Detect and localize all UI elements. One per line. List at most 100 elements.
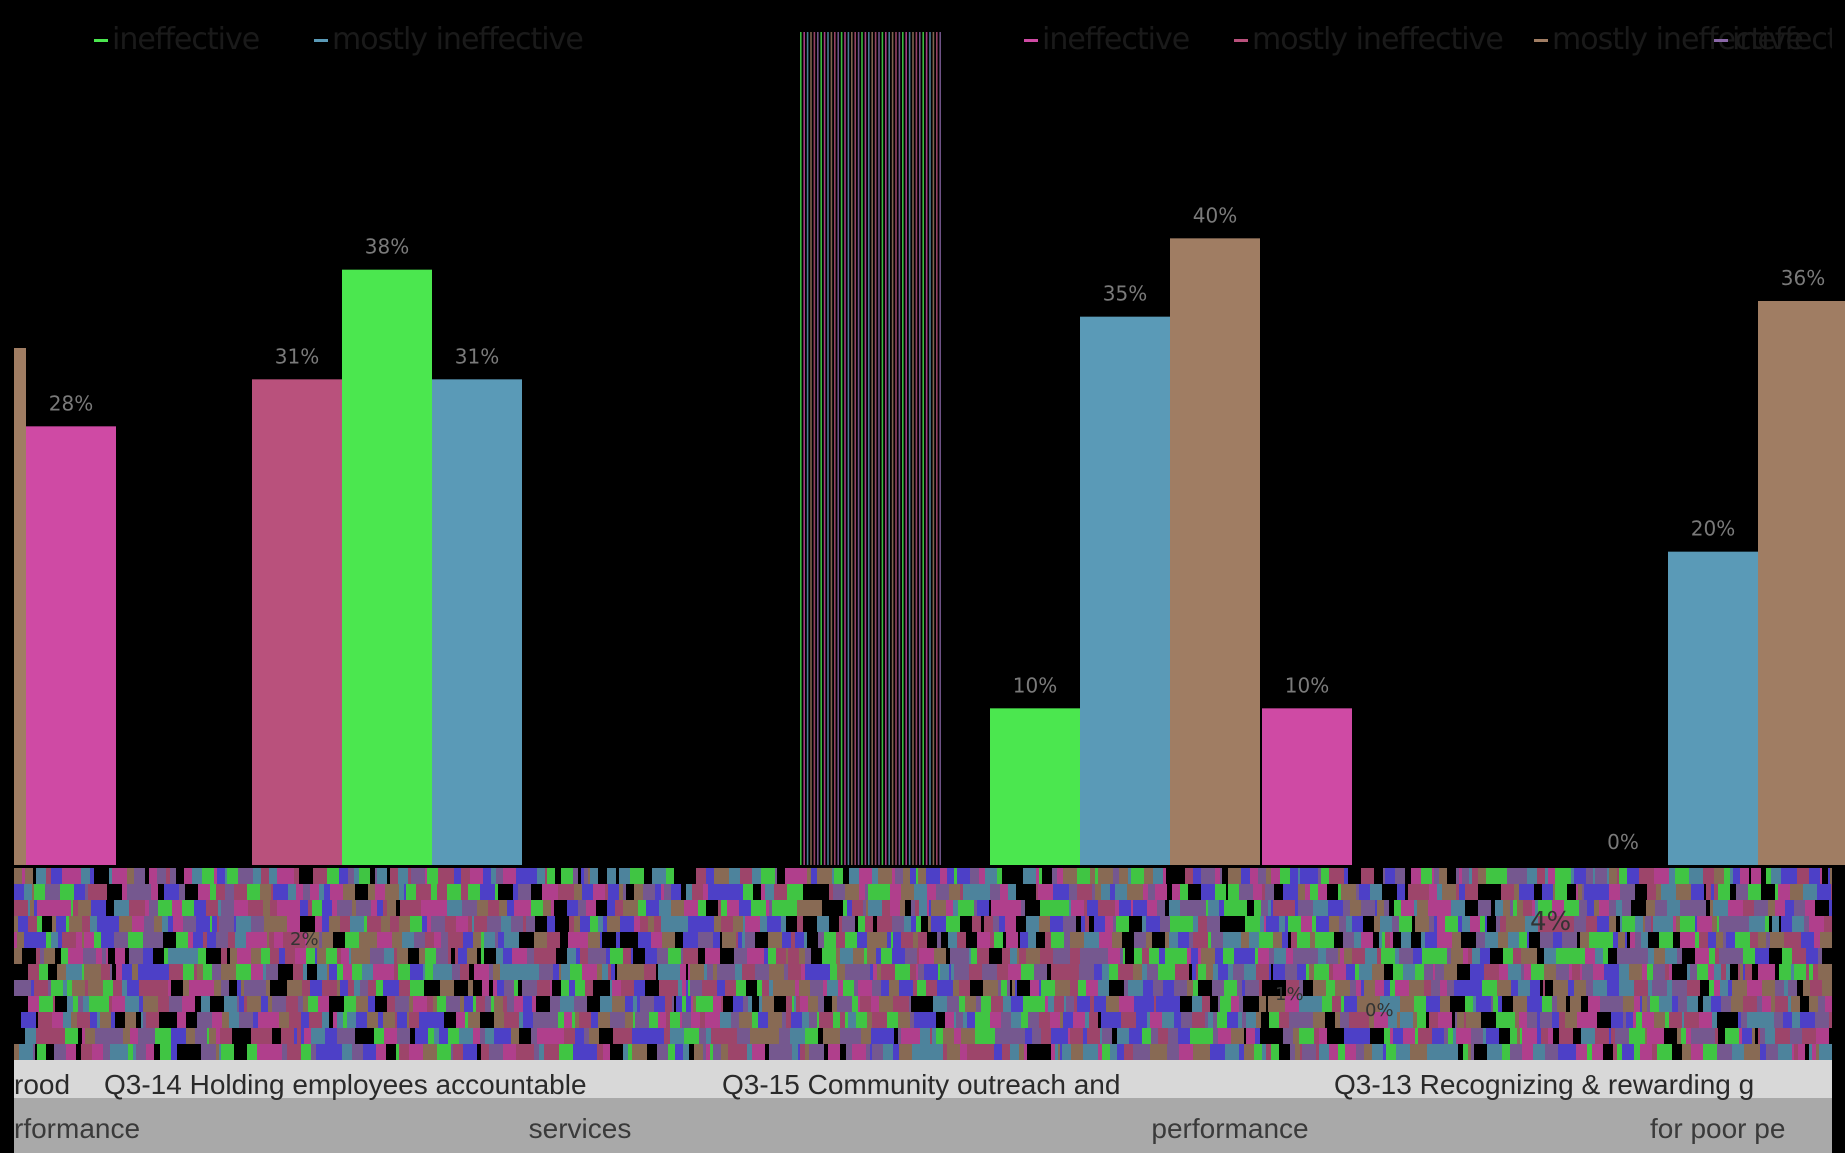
noise-cell <box>97 916 104 932</box>
noise-cell <box>236 916 251 932</box>
noise-cell <box>476 996 485 1012</box>
noise-cell <box>1738 1012 1741 1028</box>
noise-cell <box>1664 1028 1675 1044</box>
noise-cell <box>1253 884 1262 900</box>
noise-cell <box>1016 884 1024 900</box>
noise-cell <box>773 980 785 996</box>
noise-cell <box>933 996 947 1012</box>
noise-cell <box>171 980 183 996</box>
noise-cell <box>277 900 286 916</box>
noise-cell <box>1684 1012 1699 1028</box>
noise-cell <box>570 964 582 980</box>
stripe-texture <box>820 32 822 865</box>
noise-cell <box>722 964 735 980</box>
noise-cell <box>1100 1028 1102 1044</box>
noise-cell <box>433 964 437 980</box>
noise-cell <box>1395 948 1399 964</box>
noise-cell <box>1282 932 1288 948</box>
noise-cell <box>1706 900 1710 916</box>
noise-cell <box>128 1044 133 1060</box>
noise-cell <box>917 980 926 996</box>
noise-cell <box>1109 980 1124 996</box>
noise-cell <box>322 980 337 996</box>
noise-cell <box>119 916 132 932</box>
noise-cell <box>1198 948 1201 964</box>
noise-cell <box>1779 916 1781 932</box>
noise-cell <box>1053 948 1060 964</box>
noise-cell <box>1169 964 1175 980</box>
noise-cell <box>1472 916 1480 932</box>
noise-cell <box>177 1012 182 1028</box>
noise-cell <box>1300 868 1308 884</box>
noise-cell <box>1695 932 1699 948</box>
noise-cell <box>1766 868 1771 884</box>
noise-cell <box>176 868 179 884</box>
noise-cell <box>818 996 824 1012</box>
noise-cell <box>218 900 221 916</box>
noise-cell <box>530 868 537 884</box>
legend-item: mostly ineffective <box>314 22 584 57</box>
noise-cell <box>1193 884 1201 900</box>
noise-cell <box>897 980 899 996</box>
noise-cell <box>85 980 88 996</box>
noise-cell <box>859 868 872 884</box>
category-label-line2: performance <box>1151 1113 1309 1144</box>
noise-cell <box>811 948 822 964</box>
noise-cell <box>1021 900 1025 916</box>
noise-cell <box>1673 916 1676 932</box>
noise-cell <box>33 868 36 884</box>
noise-cell <box>1220 868 1222 884</box>
noise-cell <box>377 900 383 916</box>
noise-cell <box>226 996 237 1012</box>
noise-cell <box>516 868 520 884</box>
noise-cell <box>396 1044 399 1060</box>
noise-cell <box>1543 980 1545 996</box>
noise-cell <box>1538 916 1548 932</box>
noise-cell <box>1521 948 1532 964</box>
noise-cell <box>1147 900 1157 916</box>
noise-cell <box>1593 868 1595 884</box>
noise-cell <box>1329 1044 1338 1060</box>
noise-cell <box>927 884 936 900</box>
noise-cell <box>927 932 937 948</box>
noise-cell <box>201 996 210 1012</box>
noise-cell <box>88 980 103 996</box>
noise-cell <box>840 1012 845 1028</box>
noise-cell <box>723 996 725 1012</box>
noise-cell <box>420 884 431 900</box>
noise-cell <box>1415 1028 1418 1044</box>
noise-cell <box>1039 980 1041 996</box>
noise-cell <box>1597 916 1609 932</box>
noise-cell <box>975 1028 982 1044</box>
noise-cell <box>1642 1012 1654 1028</box>
noise-cell <box>1077 868 1090 884</box>
noise-cell <box>482 980 489 996</box>
noise-cell <box>1245 980 1259 996</box>
noise-cell <box>547 932 560 948</box>
noise-cell <box>364 916 367 932</box>
noise-cell <box>319 884 324 900</box>
noise-cell <box>1503 948 1509 964</box>
noise-cell <box>1469 1028 1471 1044</box>
stripe-texture <box>898 32 901 865</box>
noise-cell <box>586 932 588 948</box>
noise-cell <box>760 916 767 932</box>
noise-cell <box>407 1012 409 1028</box>
noise-cell <box>1459 868 1462 884</box>
noise-cell <box>607 868 616 884</box>
noise-cell <box>1437 868 1439 884</box>
stripe-texture <box>861 32 863 865</box>
noise-cell <box>528 900 531 916</box>
noise-cell <box>1017 900 1021 916</box>
noise-cell <box>1721 964 1726 980</box>
noise-cell <box>1447 868 1456 884</box>
noise-cell <box>1715 996 1721 1012</box>
noise-cell <box>982 964 997 980</box>
noise-cell <box>1030 980 1039 996</box>
noise-cell <box>1452 1012 1455 1028</box>
noise-cell <box>555 1028 564 1044</box>
noise-cell <box>1714 964 1721 980</box>
noise-cell <box>1128 868 1131 884</box>
noise-cell <box>1064 964 1079 980</box>
noise-cell <box>520 868 530 884</box>
